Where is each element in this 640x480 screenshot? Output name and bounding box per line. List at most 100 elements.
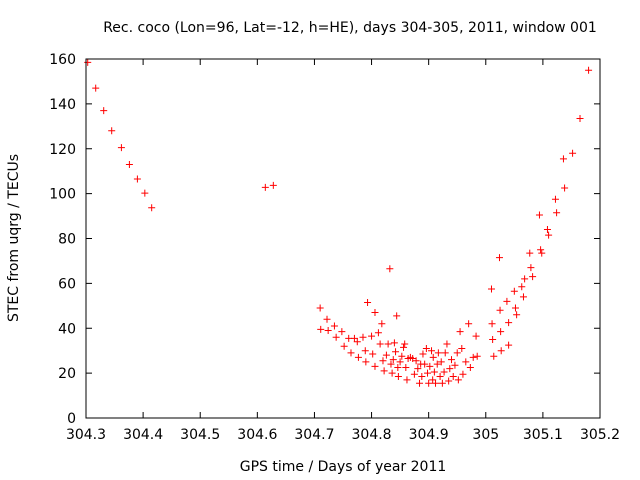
data-point [426, 362, 434, 370]
data-point [454, 376, 462, 384]
data-point [317, 325, 325, 333]
data-point [440, 368, 448, 376]
data-point [354, 353, 362, 361]
y-axis-ticks: 0 20 40 60 80 100 120 140 160 [49, 52, 600, 427]
y-tick-label: 40 [58, 321, 76, 337]
data-point [458, 344, 466, 352]
data-point [518, 283, 526, 291]
data-point [428, 347, 436, 355]
data-point [438, 379, 446, 387]
data-point [389, 356, 397, 364]
data-point [487, 285, 495, 293]
data-point [364, 298, 372, 306]
data-point [148, 204, 156, 212]
data-point [521, 275, 529, 283]
y-tick-label: 120 [49, 142, 76, 158]
data-point [350, 334, 358, 342]
x-axis-ticks: 304.3 304.4 304.5 304.6 304.7 304.8 304.9 305 30… [66, 59, 620, 443]
data-point [416, 379, 424, 387]
data-point [519, 293, 527, 301]
data-point [553, 209, 561, 217]
data-point [418, 372, 426, 380]
data-point [269, 181, 277, 189]
x-tick-label: 305 [472, 427, 499, 443]
y-tick-label: 140 [49, 97, 76, 113]
data-point [585, 66, 593, 74]
y-tick-label: 100 [49, 187, 76, 203]
data-point [459, 370, 467, 378]
x-tick-label: 304.7 [294, 427, 334, 443]
data-point [108, 127, 116, 135]
data-point [141, 189, 149, 197]
data-point [449, 372, 457, 380]
data-point [340, 342, 348, 350]
data-point [456, 328, 464, 336]
data-point [429, 353, 437, 361]
data-point [437, 358, 445, 366]
data-point [388, 369, 396, 377]
data-point [489, 335, 497, 343]
data-point [378, 320, 386, 328]
data-point [369, 350, 377, 358]
data-point [371, 362, 379, 370]
data-point [410, 370, 418, 378]
x-tick-label: 304.3 [66, 427, 106, 443]
data-point [465, 320, 473, 328]
data-point [545, 231, 553, 239]
data-point [387, 360, 395, 368]
data-point [441, 349, 449, 357]
data-point [401, 340, 409, 348]
data-point [412, 357, 420, 365]
data-point [368, 332, 376, 340]
y-tick-label: 80 [58, 232, 76, 248]
data-point [371, 309, 379, 317]
data-point [424, 369, 432, 377]
data-point [392, 348, 400, 356]
data-point [445, 377, 453, 385]
data-point [505, 341, 513, 349]
y-tick-label: 20 [58, 366, 76, 382]
x-tick-label: 304.9 [409, 427, 449, 443]
data-point [324, 326, 332, 334]
data-point [332, 333, 340, 341]
data-point [432, 379, 440, 387]
data-point [473, 352, 481, 360]
data-point [380, 367, 388, 375]
y-tick-label: 160 [49, 52, 76, 68]
data-point [430, 368, 438, 376]
data-point [513, 311, 521, 319]
data-point [386, 265, 394, 273]
data-point [495, 254, 503, 262]
data-point [443, 340, 451, 348]
data-point [529, 273, 537, 281]
data-point [323, 315, 331, 323]
data-point [359, 333, 367, 341]
data-point [497, 328, 505, 336]
data-point [361, 347, 369, 355]
data-point [505, 319, 513, 327]
data-point [414, 365, 422, 373]
y-tick-label: 0 [67, 411, 76, 427]
data-point [425, 379, 433, 387]
data-point [117, 144, 125, 152]
data-point [543, 226, 551, 234]
data-point [466, 364, 474, 372]
data-point [396, 358, 404, 366]
data-point [390, 339, 398, 347]
data-point [472, 332, 480, 340]
data-point [376, 340, 384, 348]
chart-title: Rec. coco (Lon=96, Lat=-12, h=HE), days … [103, 20, 597, 36]
data-point [422, 344, 430, 352]
data-point [92, 84, 100, 92]
data-point [84, 58, 92, 66]
data-point [362, 358, 370, 366]
data-point [446, 365, 454, 373]
data-point [398, 352, 406, 360]
data-point [451, 361, 459, 369]
data-point [261, 183, 269, 191]
data-point [433, 360, 441, 368]
data-points [84, 58, 593, 387]
data-point [448, 356, 456, 364]
